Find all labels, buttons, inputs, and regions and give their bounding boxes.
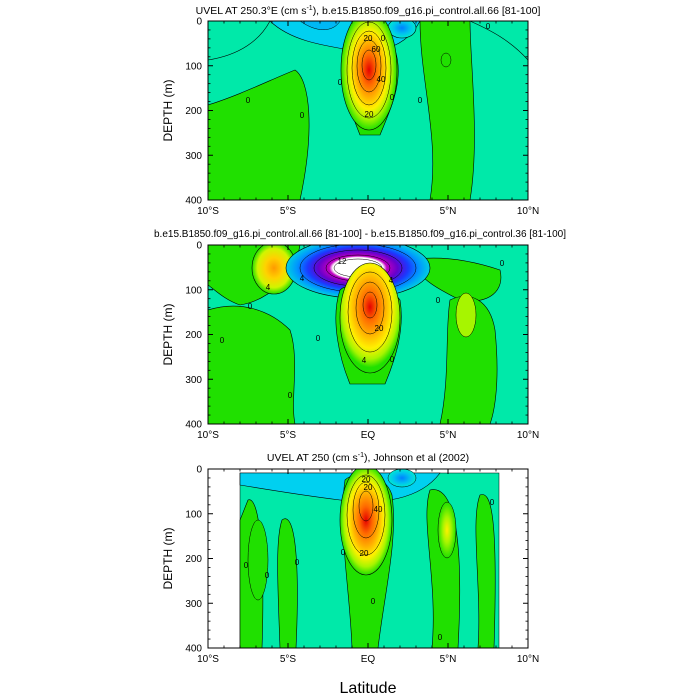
- contour-label: 0: [390, 355, 395, 364]
- x-tick-label: EQ: [361, 430, 376, 441]
- x-tick-label: EQ: [361, 206, 376, 217]
- x-tick-label: 10°S: [197, 430, 219, 441]
- y-tick-label: 200: [185, 106, 202, 117]
- x-tick-label: 10°N: [517, 206, 539, 217]
- y-tick-label: 200: [185, 554, 202, 565]
- contour-label: 0: [486, 22, 491, 31]
- contour-label: 0: [390, 93, 395, 102]
- contour-label: 0: [265, 571, 270, 580]
- contour-label: 0: [248, 302, 253, 311]
- contour-label: 20: [362, 475, 371, 484]
- y-tick-label: 100: [185, 509, 202, 520]
- y-tick-label: 200: [185, 330, 202, 341]
- x-tick-label: 5°N: [440, 206, 457, 217]
- x-tick-label: 10°S: [197, 206, 219, 217]
- contour-label: 0: [244, 561, 249, 570]
- y-tick-label: 0: [196, 241, 202, 252]
- contour-label: 0: [288, 391, 293, 400]
- panel-3: UVEL AT 250 (cm s-1), Johnson et al (200…: [161, 452, 539, 665]
- y-tick-label: 0: [196, 17, 202, 28]
- x-tick-label: 5°S: [280, 430, 297, 441]
- contour-label: 40: [374, 505, 383, 514]
- x-tick-label: 5°S: [280, 654, 297, 665]
- contour-label: 60: [372, 45, 381, 54]
- x-axis-label: Latitude: [340, 680, 397, 697]
- y-tick-label: 0: [196, 465, 202, 476]
- contour-label: 0: [300, 111, 305, 120]
- x-tick-label: EQ: [361, 654, 376, 665]
- y-tick-label: 400: [185, 644, 202, 655]
- contour-label: 4: [266, 283, 271, 292]
- contour-label: 0: [371, 597, 376, 606]
- x-tick-label: 10°N: [517, 654, 539, 665]
- panel-2-field: [208, 245, 528, 424]
- contour-label: 20: [364, 34, 373, 43]
- y-tick-label: 400: [185, 196, 202, 207]
- panel-2-contour-labels: 4 12 4 4 20 4 0 0 0 0 0 0 0: [220, 257, 505, 400]
- contour-label: 12: [338, 257, 347, 266]
- contour-label: 4: [300, 274, 305, 283]
- y-tick-label: 100: [185, 61, 202, 72]
- panel-3-contour-labels: 20 20 40 20 0 0 0 0 0 0 0: [244, 475, 495, 642]
- y-axis-label: DEPTH (m): [161, 528, 175, 590]
- contour-label: 0: [246, 96, 251, 105]
- contour-label: 0: [341, 548, 346, 557]
- contour-label: 40: [377, 75, 386, 84]
- contour-label: 0: [316, 334, 321, 343]
- contour-label: 0: [490, 498, 495, 507]
- y-tick-label: 300: [185, 151, 202, 162]
- contour-label: 20: [364, 483, 373, 492]
- contour-label: 0: [436, 296, 441, 305]
- panel-2: b.e15.B1850.f09_g16.pi_control.all.66 [8…: [154, 229, 566, 441]
- contour-label: 0: [438, 633, 443, 642]
- x-tick-label: 5°N: [440, 430, 457, 441]
- y-tick-label: 100: [185, 285, 202, 296]
- panel-1-field: [208, 21, 528, 200]
- contour-label: 20: [360, 549, 369, 558]
- panel-1-contour-labels: 20 60 40 20 0 0 0 0 0 0 0: [246, 22, 491, 120]
- contour-label: 0: [220, 336, 225, 345]
- x-tick-label: 5°S: [280, 206, 297, 217]
- panel-1-title: UVEL AT 250.3°E (cm s-1), b.e15.B1850.f0…: [196, 5, 541, 17]
- panel-3-field: [208, 469, 528, 648]
- contour-label: 0: [381, 34, 386, 43]
- contour-label: 0: [295, 558, 300, 567]
- contour-label: 0: [500, 259, 505, 268]
- x-tick-label: 10°N: [517, 430, 539, 441]
- contour-label: 20: [375, 324, 384, 333]
- y-tick-label: 300: [185, 599, 202, 610]
- contour-label: 0: [338, 78, 343, 87]
- panel-2-title: b.e15.B1850.f09_g16.pi_control.all.66 [8…: [154, 229, 566, 240]
- panel-3-title: UVEL AT 250 (cm s-1), Johnson et al (200…: [267, 452, 469, 464]
- x-tick-label: 5°N: [440, 654, 457, 665]
- contour-label: 0: [418, 96, 423, 105]
- x-tick-label: 10°S: [197, 654, 219, 665]
- y-tick-label: 300: [185, 375, 202, 386]
- contour-label: 4: [362, 356, 367, 365]
- panel-1: UVEL AT 250.3°E (cm s-1), b.e15.B1850.f0…: [161, 5, 540, 217]
- y-axis-label: DEPTH (m): [161, 80, 175, 142]
- y-tick-label: 400: [185, 420, 202, 431]
- contour-label: 20: [365, 110, 374, 119]
- y-axis-label: DEPTH (m): [161, 304, 175, 366]
- contour-label: 4: [389, 276, 394, 285]
